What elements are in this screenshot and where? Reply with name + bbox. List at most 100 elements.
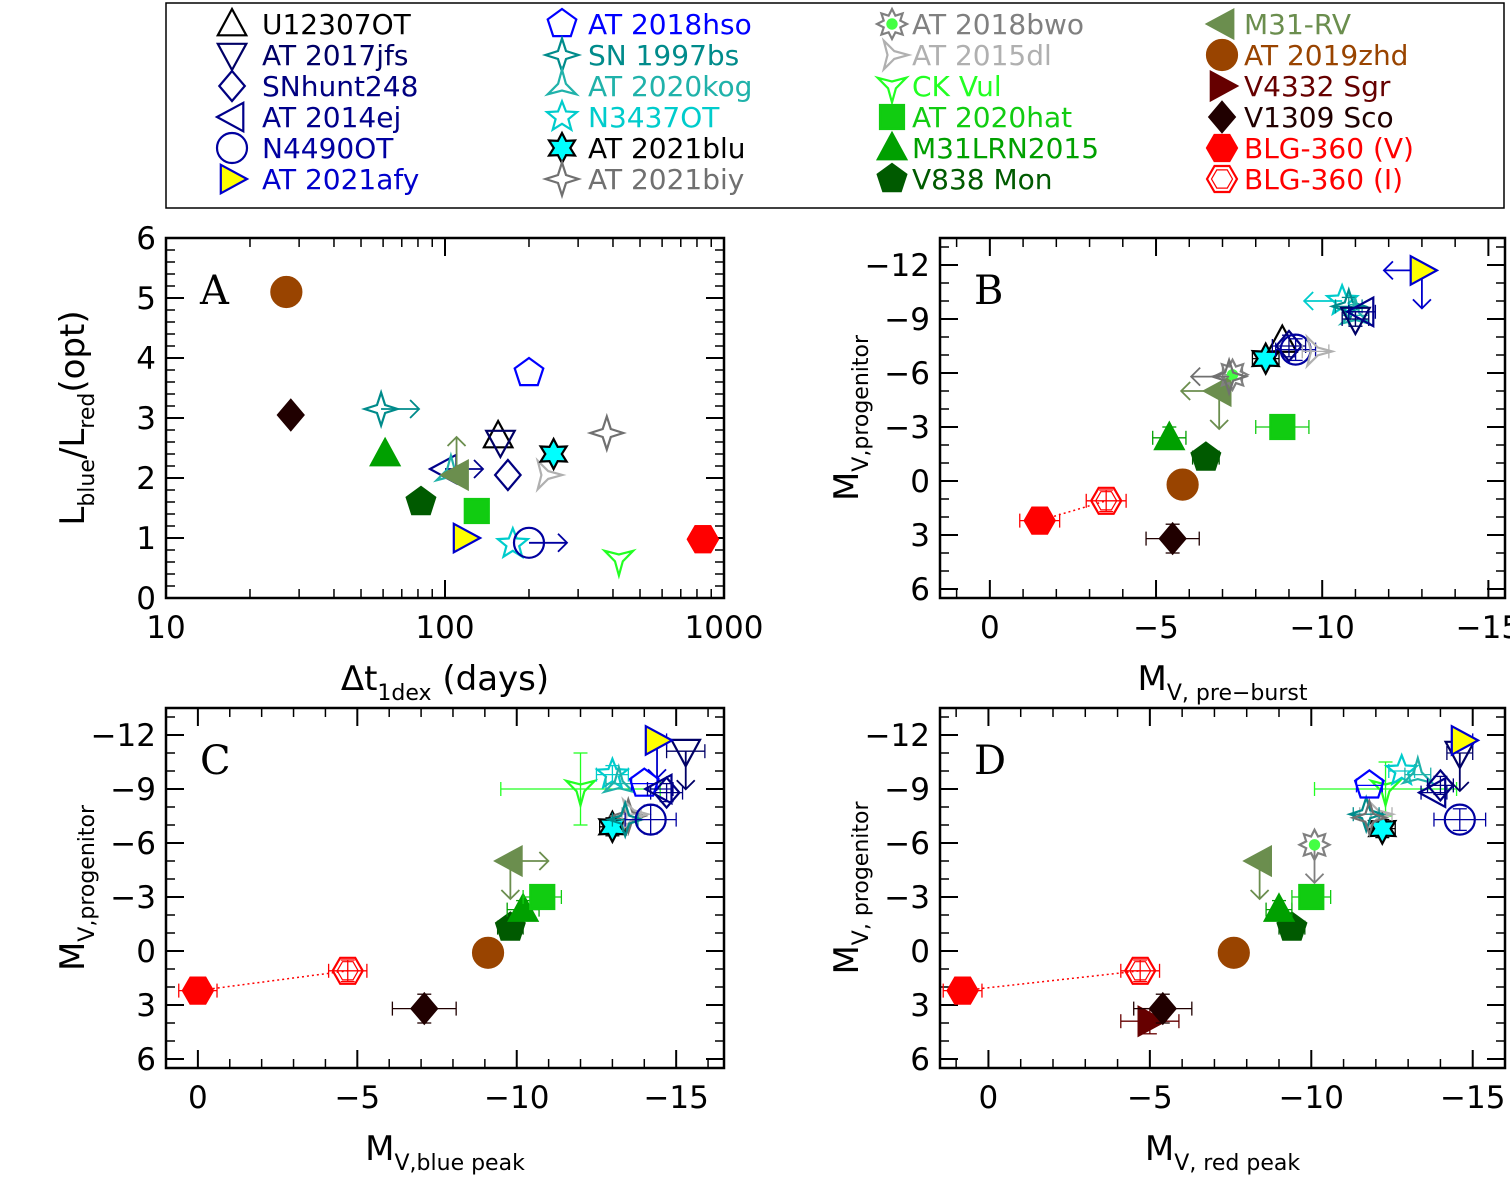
legend-label: SN 1997bs — [588, 39, 739, 72]
point-snhunt248 — [493, 458, 523, 492]
x-tick-label: 1000 — [685, 610, 764, 646]
y-axis-label: MV,progenitor — [827, 334, 874, 501]
point-snhunt248-marker — [493, 458, 523, 492]
point-at-2021afy-marker — [452, 521, 483, 555]
point-sn-1997bs — [361, 388, 421, 430]
point-sn-1997bs-marker — [1346, 794, 1387, 835]
point-v838-mon — [1190, 441, 1222, 471]
point-n3437ot — [494, 525, 531, 560]
point-at-2017jfs-marker — [484, 429, 517, 460]
point-m31-rv-arrowhead-up — [446, 435, 467, 447]
x-tick-label: −10 — [484, 1080, 549, 1116]
point-blg-360-v-marker — [686, 525, 720, 554]
point-at-2021afy — [644, 724, 675, 780]
legend-marker-v1309-sco — [1207, 100, 1237, 134]
point-ck-vul-marker — [601, 548, 637, 580]
legend-item-at-2021blu: AT 2021blu — [546, 130, 746, 166]
point-at-2021afy — [452, 521, 483, 555]
point-at-2021afy-marker — [1409, 254, 1440, 287]
point-at-2014ej-marker — [642, 772, 673, 806]
point-m31-rv-marker — [1201, 374, 1232, 408]
legend-marker-at-2018bwo — [874, 6, 910, 42]
point-at-2019zhd-marker — [1217, 936, 1250, 969]
legend-label: AT 2017jfs — [262, 39, 408, 72]
legend-label: V4332 Sgr — [1244, 70, 1391, 103]
legend-item-n3437ot: N3437OT — [544, 98, 720, 134]
legend-label: AT 2020hat — [912, 101, 1072, 134]
point-n4490ot — [512, 526, 569, 559]
point-at-2018bwo — [1297, 827, 1332, 885]
legend-item-blg-360-v: BLG-360 (V) — [1205, 132, 1414, 165]
point-n4490ot-marker — [512, 526, 546, 559]
point-at-2018hso — [1353, 769, 1385, 799]
point-blg-360-v — [1019, 506, 1061, 535]
point-at-2020hat-marker — [1298, 883, 1325, 911]
point-at-2020hat — [1255, 413, 1310, 441]
point-m31-rv-arrowhead-down — [1209, 419, 1229, 431]
point-v838-mon-marker — [1190, 441, 1222, 471]
point-ck-vul-marker — [1367, 778, 1404, 810]
point-snhunt248-marker — [1426, 768, 1455, 803]
point-at-2020kog-marker — [600, 762, 637, 794]
legend-item-u12307ot: U12307OT — [215, 6, 412, 41]
point-sn-1997bs-marker — [361, 388, 402, 430]
y-tick-label: 0 — [910, 464, 930, 500]
point-m31-rv-marker — [493, 844, 523, 878]
point-m31-rv — [439, 435, 469, 492]
point-m31lrn2015 — [1262, 892, 1296, 922]
x-tick-label: −15 — [643, 1080, 708, 1116]
legend-label: AT 2015dl — [912, 39, 1052, 72]
legend-marker-blg-360-i — [1205, 164, 1239, 194]
y-tick-label: 0 — [136, 934, 156, 970]
point-blg-360-v-marker — [1023, 506, 1056, 535]
point-m31lrn2015-marker — [1153, 420, 1186, 451]
point-at-2018bwo-marker-core — [1226, 369, 1239, 381]
data-points — [270, 275, 720, 580]
legend-label: BLG-360 (V) — [1244, 132, 1414, 165]
point-v4332-sgr-marker — [1137, 1005, 1168, 1038]
point-at-2018hso-marker — [513, 356, 545, 387]
point-m31lrn2015-marker — [369, 436, 402, 467]
x-axis-label: MV,blue peak — [365, 1129, 525, 1176]
point-m31-rv — [1242, 844, 1273, 901]
point-at-2020kog — [1399, 753, 1436, 785]
point-m31-rv-marker — [1242, 844, 1273, 878]
point-at-2015dl-marker — [535, 457, 567, 493]
point-v4332-sgr — [1120, 1005, 1180, 1038]
point-at-2021biy — [1349, 797, 1390, 838]
point-at-2019zhd-marker — [471, 936, 505, 969]
legend-item-at-2014ej: AT 2014ej — [214, 100, 401, 134]
legend-item-at-2018hso: AT 2018hso — [546, 7, 752, 41]
legend-marker-blg-360-v — [1205, 133, 1239, 163]
legend-item-at-2015dl: AT 2015dl — [881, 37, 1052, 73]
y-tick-label: 3 — [136, 988, 156, 1024]
point-m31lrn2015 — [369, 436, 402, 467]
x-tick-label: 0 — [188, 1080, 208, 1116]
panel-letter: D — [974, 738, 1006, 784]
point-sn-1997bs-arrowhead-right — [409, 399, 421, 419]
point-blg-360-v — [942, 976, 983, 1005]
x-tick-label: 100 — [415, 610, 474, 646]
blg-360-connector — [197, 970, 348, 992]
point-m31-rv-arrowhead-left — [1179, 381, 1191, 401]
point-v1309-sco — [391, 991, 457, 1026]
point-blg-360-i-marker-inner — [1095, 491, 1118, 511]
point-n3437ot-marker — [1383, 752, 1420, 787]
legend-item-at-2020hat: AT 2020hat — [878, 101, 1072, 134]
point-n3437ot — [1383, 752, 1420, 787]
point-at-2021biy — [586, 412, 627, 454]
point-at-2021blu — [1250, 341, 1281, 376]
legend-item-blg-360-i: BLG-360 (I) — [1205, 163, 1403, 196]
point-v1309-sco-marker — [410, 991, 439, 1026]
point-at-2021blu — [538, 436, 569, 472]
legend-label: AT 2019zhd — [1244, 39, 1408, 72]
point-at-2019zhd-marker — [1166, 468, 1199, 501]
x-tick-label: −5 — [1127, 1080, 1173, 1116]
point-at-2015dl — [535, 457, 567, 493]
point-at-2014ej — [1344, 295, 1377, 328]
point-at-2015dl-marker — [1305, 333, 1337, 370]
y-axis-label: Lblue/Lred(opt) — [53, 310, 100, 525]
x-tick-label: −5 — [1133, 610, 1179, 646]
